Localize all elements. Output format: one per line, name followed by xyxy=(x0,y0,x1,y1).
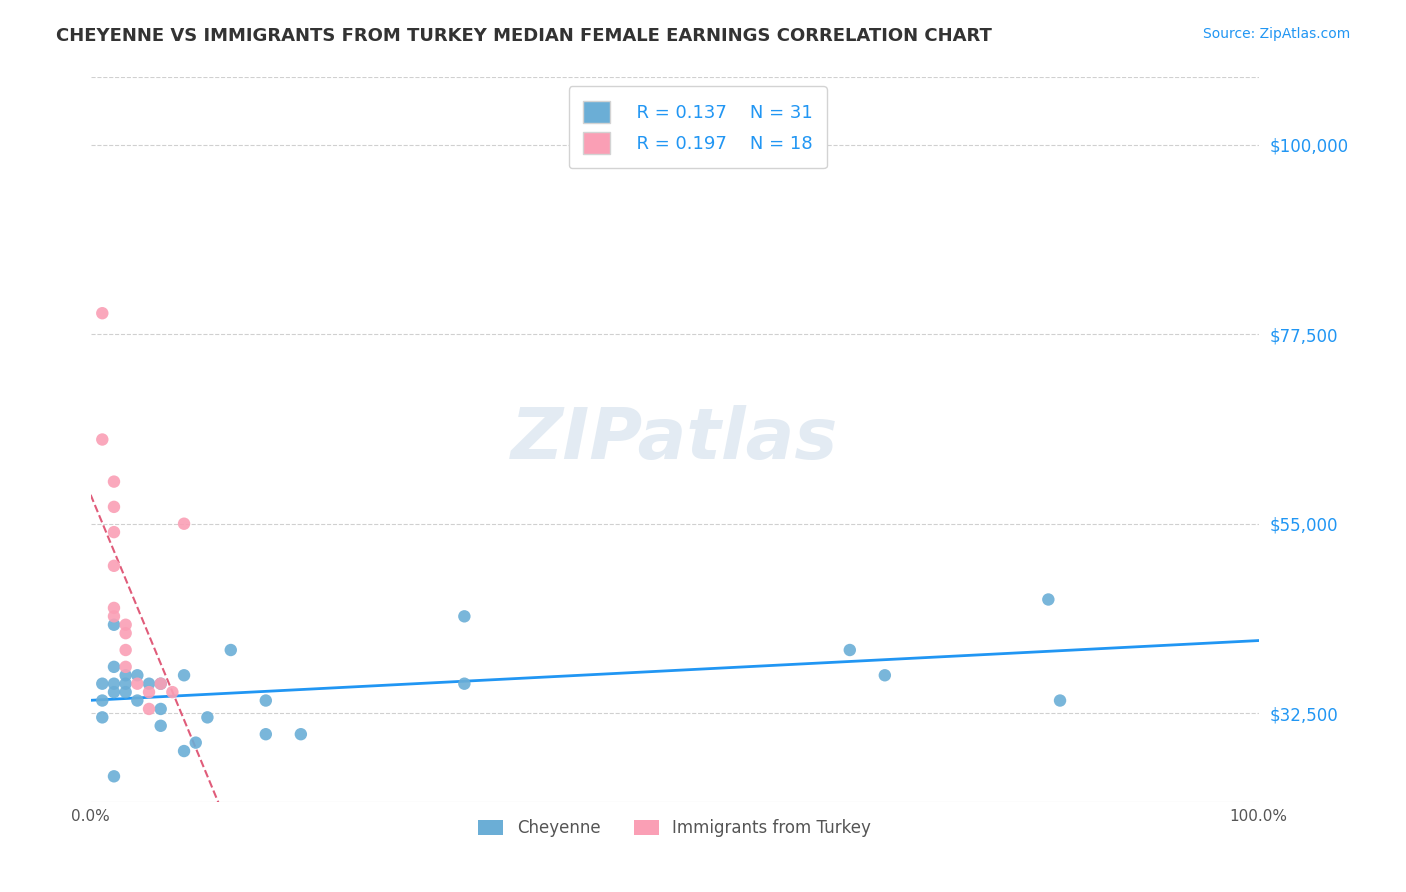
Text: Source: ZipAtlas.com: Source: ZipAtlas.com xyxy=(1202,27,1350,41)
Point xyxy=(114,660,136,674)
Point xyxy=(219,643,242,657)
Point xyxy=(91,306,114,320)
Point xyxy=(103,676,125,690)
Point xyxy=(453,676,475,690)
Point xyxy=(290,727,312,741)
Point xyxy=(103,601,125,615)
Text: ZIPatlas: ZIPatlas xyxy=(510,405,838,474)
Point xyxy=(127,668,149,682)
Point xyxy=(91,676,114,690)
Point xyxy=(149,676,172,690)
Point xyxy=(114,643,136,657)
Point xyxy=(114,676,136,690)
Point xyxy=(103,525,125,540)
Point xyxy=(173,516,195,531)
Text: CHEYENNE VS IMMIGRANTS FROM TURKEY MEDIAN FEMALE EARNINGS CORRELATION CHART: CHEYENNE VS IMMIGRANTS FROM TURKEY MEDIA… xyxy=(56,27,993,45)
Point xyxy=(173,744,195,758)
Point xyxy=(114,626,136,640)
Point xyxy=(103,617,125,632)
Point xyxy=(138,685,160,699)
Point xyxy=(254,727,277,741)
Point xyxy=(149,676,172,690)
Point xyxy=(149,719,172,733)
Point xyxy=(91,693,114,707)
Point xyxy=(873,668,896,682)
Point xyxy=(103,660,125,674)
Point xyxy=(1049,693,1071,707)
Point xyxy=(173,668,195,682)
Point xyxy=(254,693,277,707)
Point xyxy=(114,668,136,682)
Point xyxy=(138,702,160,716)
Point xyxy=(453,609,475,624)
Point xyxy=(127,676,149,690)
Point xyxy=(114,617,136,632)
Point xyxy=(103,475,125,489)
Point xyxy=(1038,592,1060,607)
Point xyxy=(838,643,860,657)
Point xyxy=(103,685,125,699)
Point xyxy=(184,736,207,750)
Point xyxy=(127,693,149,707)
Point xyxy=(197,710,219,724)
Point xyxy=(149,702,172,716)
Point xyxy=(103,500,125,514)
Point xyxy=(114,685,136,699)
Legend: Cheyenne, Immigrants from Turkey: Cheyenne, Immigrants from Turkey xyxy=(471,813,877,844)
Point xyxy=(103,558,125,573)
Point xyxy=(91,433,114,447)
Point xyxy=(103,609,125,624)
Point xyxy=(162,685,184,699)
Point xyxy=(91,710,114,724)
Point xyxy=(103,769,125,783)
Point xyxy=(138,676,160,690)
